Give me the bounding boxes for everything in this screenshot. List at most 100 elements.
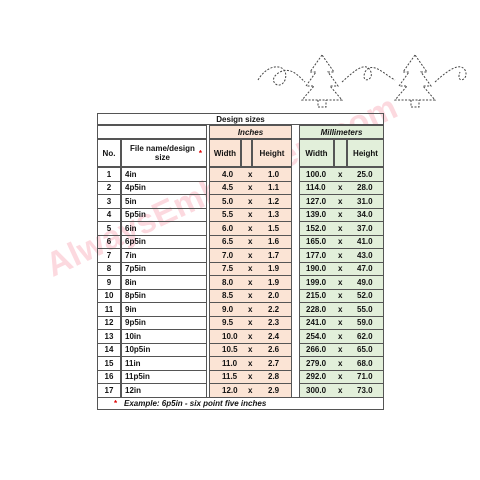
separator: x (248, 358, 253, 368)
row-no: 6 (97, 234, 121, 249)
row-no: 15 (97, 356, 121, 371)
separator: x (338, 250, 343, 260)
header-no: No. (97, 139, 121, 167)
separator: x (338, 304, 343, 314)
mm-width: 254.0 (306, 331, 327, 341)
mm-height: 62.0 (357, 331, 373, 341)
row-no: 2 (97, 180, 121, 195)
row-no: 1 (97, 167, 121, 182)
separator: x (248, 372, 253, 381)
mm-width: 279.0 (306, 358, 327, 368)
header-name: File name/design size * (121, 139, 207, 167)
inch-height: 1.1 (268, 183, 280, 192)
inch-width: 8.5 (222, 291, 234, 300)
mm-height: 68.0 (357, 358, 373, 368)
mm-width: 241.0 (306, 318, 327, 327)
row-name: 6p5in (121, 234, 207, 249)
header-width: Width (299, 139, 334, 167)
mm-height: 52.0 (357, 291, 373, 300)
mm-width: 300.0 (306, 385, 327, 395)
separator: x (338, 196, 343, 206)
mm-width: 199.0 (306, 277, 327, 287)
mm-height: 55.0 (357, 304, 373, 314)
mm-height: 28.0 (357, 183, 373, 192)
footnote-row (97, 396, 384, 410)
separator: x (338, 291, 343, 300)
row-no: 4 (97, 207, 121, 222)
mm-width: 127.0 (306, 196, 327, 206)
header-height: Height (252, 139, 292, 167)
inch-width: 9.0 (222, 304, 234, 314)
mm-width: 152.0 (306, 223, 327, 233)
group-header: Millimeters (299, 125, 384, 139)
mm-height: 25.0 (357, 169, 373, 179)
row-name: 10p5in (121, 342, 207, 357)
mm-width: 292.0 (306, 372, 327, 381)
inch-width: 5.5 (222, 210, 234, 219)
row-name: 12in (121, 383, 207, 398)
mm-width: 215.0 (306, 291, 327, 300)
mm-height: 59.0 (357, 318, 373, 327)
separator: x (248, 210, 253, 219)
separator: x (338, 385, 343, 395)
mm-width: 100.0 (306, 169, 327, 179)
row-name: 4in (121, 167, 207, 182)
mm-width: 228.0 (306, 304, 327, 314)
group-header: Inches (209, 125, 292, 139)
table-title: Design sizes (97, 113, 384, 125)
row-no: 3 (97, 194, 121, 209)
separator: x (248, 183, 253, 192)
inch-width: 6.5 (222, 237, 234, 246)
mm-width: 139.0 (306, 210, 327, 219)
inch-width: 11.0 (222, 358, 238, 368)
row-name: 10in (121, 329, 207, 344)
header-height: Height (347, 139, 384, 167)
separator: x (248, 345, 253, 354)
row-no: 13 (97, 329, 121, 344)
separator: x (248, 169, 253, 179)
inch-height: 2.4 (268, 331, 280, 341)
separator: x (338, 345, 343, 354)
row-no: 16 (97, 369, 121, 384)
separator: x (338, 210, 343, 219)
footnote-star: * (114, 398, 118, 408)
header-gap (241, 139, 252, 167)
mm-height: 43.0 (357, 250, 373, 260)
row-name: 5p5in (121, 207, 207, 222)
separator: x (338, 183, 343, 192)
mm-height: 37.0 (357, 223, 373, 233)
mm-height: 34.0 (357, 210, 373, 219)
mm-width: 177.0 (306, 250, 327, 260)
inch-width: 10.5 (222, 345, 238, 354)
mm-height: 31.0 (357, 196, 373, 206)
inch-width: 7.0 (222, 250, 234, 260)
inch-height: 1.9 (268, 264, 280, 273)
inch-height: 2.0 (268, 291, 280, 300)
inch-height: 2.9 (268, 385, 280, 395)
separator: x (338, 358, 343, 368)
separator: x (338, 331, 343, 341)
mm-height: 41.0 (357, 237, 373, 246)
mm-width: 114.0 (306, 183, 326, 192)
inch-height: 1.2 (268, 196, 280, 206)
mm-width: 266.0 (306, 345, 327, 354)
mm-height: 47.0 (357, 264, 373, 273)
inch-height: 1.6 (268, 237, 280, 246)
inch-height: 2.6 (268, 345, 280, 354)
decoration (257, 54, 467, 108)
blank (97, 125, 207, 139)
separator: x (338, 372, 343, 381)
row-name: 4p5in (121, 180, 207, 195)
inch-height: 1.7 (268, 250, 280, 260)
separator: x (338, 237, 343, 246)
row-name: 11in (121, 356, 207, 371)
separator: x (338, 277, 343, 287)
row-name: 5in (121, 194, 207, 209)
separator: x (248, 264, 253, 273)
mm-width: 165.0 (306, 237, 327, 246)
inch-width: 11.5 (222, 372, 238, 381)
inch-height: 2.8 (268, 372, 280, 381)
inch-width: 4.5 (222, 183, 234, 192)
inch-height: 2.2 (268, 304, 280, 314)
